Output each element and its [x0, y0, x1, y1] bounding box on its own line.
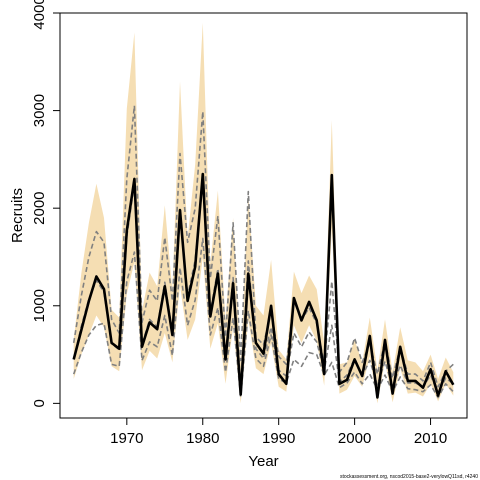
- series-line-dashed-lower: [72, 237, 454, 399]
- y-tick-label: 0: [31, 399, 48, 407]
- series-line-recruits: [72, 172, 455, 399]
- series-line-dashed-upper: [72, 104, 454, 388]
- y-axis-title: Recruits: [9, 188, 26, 243]
- y-axis: 0 1000 2000 3000 4000: [31, 0, 60, 408]
- x-tick-label: 2000: [338, 430, 371, 447]
- footnote: stockassessment.org, nscod2015-base2-ver…: [340, 474, 478, 480]
- x-axis-title: Year: [248, 453, 278, 470]
- x-axis: 1970 1980 1990 2000 2010: [110, 418, 447, 447]
- x-tick-label: 1980: [186, 430, 219, 447]
- y-tick-label: 1000: [31, 289, 48, 322]
- plot-frame: [59, 12, 468, 419]
- x-tick-label: 1970: [110, 430, 143, 447]
- y-tick-label: 4000: [31, 0, 48, 30]
- x-tick-label: 1990: [262, 430, 295, 447]
- plot-area: [72, 22, 455, 404]
- x-tick-label: 2010: [414, 430, 447, 447]
- y-tick-label: 3000: [31, 94, 48, 127]
- y-tick-label: 2000: [31, 191, 48, 224]
